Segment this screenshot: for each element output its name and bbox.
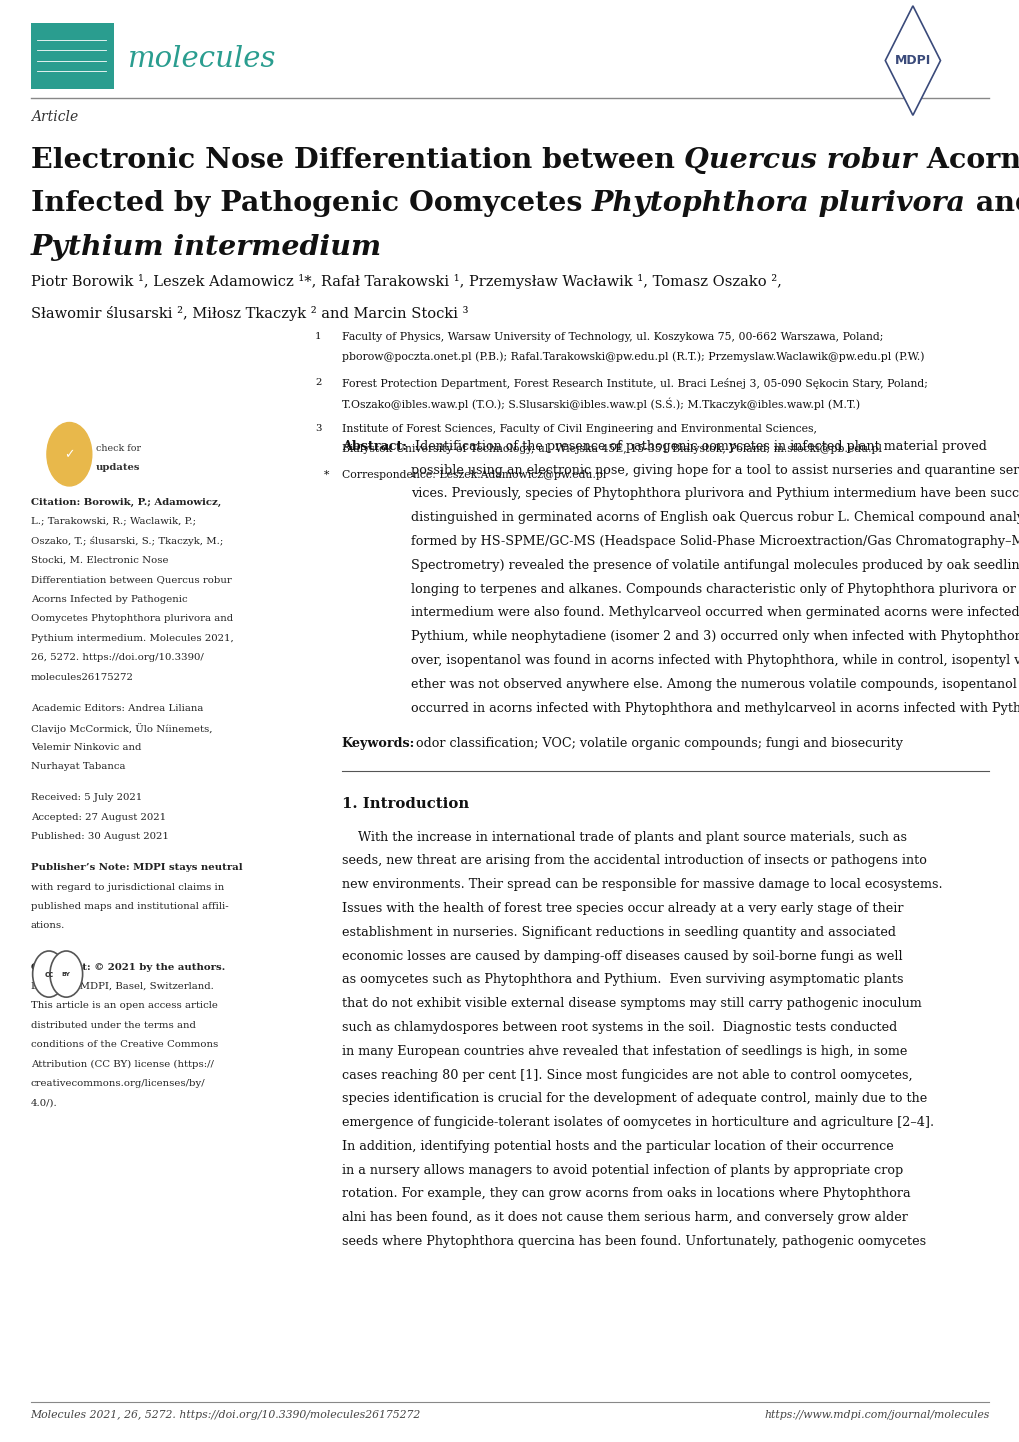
Text: *: * — [324, 470, 329, 480]
Text: Issues with the health of forest tree species occur already at a very early stag: Issues with the health of forest tree sp… — [341, 901, 902, 916]
Text: molecules26175272: molecules26175272 — [31, 672, 133, 682]
Text: Correspondence: Leszek.Adamowicz@pw.edu.pl: Correspondence: Leszek.Adamowicz@pw.edu.… — [341, 470, 605, 480]
Text: ✓: ✓ — [64, 447, 74, 461]
Text: intermedium were also found. Methylcarveol occurred when germinated acorns were : intermedium were also found. Methylcarve… — [411, 606, 1019, 620]
Text: Keywords:: Keywords: — [341, 737, 415, 750]
Text: pborow@poczta.onet.pl (P.B.); Rafal.Tarakowski@pw.edu.pl (R.T.); Przemyslaw.Wacl: pborow@poczta.onet.pl (P.B.); Rafal.Tara… — [341, 352, 923, 362]
Text: seeds where Phytophthora quercina has been found. Unfortunately, pathogenic oomy: seeds where Phytophthora quercina has be… — [341, 1234, 925, 1249]
Text: Accepted: 27 August 2021: Accepted: 27 August 2021 — [31, 812, 165, 822]
Text: Publisher’s Note: MDPI stays neutral: Publisher’s Note: MDPI stays neutral — [31, 862, 242, 872]
Text: 3: 3 — [315, 424, 321, 433]
Text: Article: Article — [31, 110, 77, 124]
Text: odor classification; VOC; volatile organic compounds; fungi and biosecurity: odor classification; VOC; volatile organ… — [416, 737, 902, 750]
Text: with regard to jurisdictional claims in: with regard to jurisdictional claims in — [31, 883, 223, 891]
Text: Phytophthora plurivora: Phytophthora plurivora — [591, 190, 965, 218]
Text: 1. Introduction: 1. Introduction — [341, 797, 469, 812]
Text: Stocki, M. Electronic Nose: Stocki, M. Electronic Nose — [31, 555, 168, 565]
Text: that do not exhibit visible external disease symptoms may still carry pathogenic: that do not exhibit visible external dis… — [341, 996, 920, 1011]
Text: Infected by Pathogenic Oomycetes: Infected by Pathogenic Oomycetes — [31, 190, 591, 218]
Text: Pythium, while neophytadiene (isomer 2 and 3) occurred only when infected with P: Pythium, while neophytadiene (isomer 2 a… — [411, 630, 1019, 643]
Text: Faculty of Physics, Warsaw University of Technology, ul. Koszykowa 75, 00-662 Wa: Faculty of Physics, Warsaw University of… — [341, 332, 882, 342]
Text: 26, 5272. https://doi.org/10.3390/: 26, 5272. https://doi.org/10.3390/ — [31, 653, 203, 662]
Polygon shape — [884, 6, 940, 115]
Circle shape — [33, 950, 65, 996]
Text: Attribution (CC BY) license (https://: Attribution (CC BY) license (https:// — [31, 1060, 213, 1069]
Text: 4.0/).: 4.0/). — [31, 1099, 57, 1107]
Text: and: and — [965, 190, 1019, 218]
Text: https://www.mdpi.com/journal/molecules: https://www.mdpi.com/journal/molecules — [763, 1410, 988, 1420]
Text: species identification is crucial for the development of adequate control, mainl: species identification is crucial for th… — [341, 1092, 926, 1106]
Text: Licensee MDPI, Basel, Switzerland.: Licensee MDPI, Basel, Switzerland. — [31, 982, 213, 991]
Text: alni has been found, as it does not cause them serious harm, and conversely grow: alni has been found, as it does not caus… — [341, 1211, 907, 1224]
Text: rotation. For example, they can grow acorns from oaks in locations where Phytoph: rotation. For example, they can grow aco… — [341, 1187, 909, 1201]
FancyBboxPatch shape — [31, 23, 114, 89]
Text: in many European countries ahve revealed that infestation of seedlings is high, : in many European countries ahve revealed… — [341, 1044, 906, 1058]
Text: ations.: ations. — [31, 921, 65, 930]
Text: molecules: molecules — [127, 45, 276, 74]
Text: over, isopentanol was found in acorns infected with Phytophthora, while in contr: over, isopentanol was found in acorns in… — [411, 653, 1019, 668]
Text: Velemir Ninkovic and: Velemir Ninkovic and — [31, 743, 141, 751]
Text: emergence of fungicide-tolerant isolates of oomycetes in horticulture and agricu: emergence of fungicide-tolerant isolates… — [341, 1116, 933, 1129]
Text: Published: 30 August 2021: Published: 30 August 2021 — [31, 832, 168, 841]
Text: Bialystok University of Technology, ul. Wiejska 45E, 15-351 Bialystok, Poland; m: Bialystok University of Technology, ul. … — [341, 444, 880, 454]
Text: Piotr Borowik ¹, Leszek Adamowicz ¹*, Rafał Tarakowski ¹, Przemysław Wacławik ¹,: Piotr Borowik ¹, Leszek Adamowicz ¹*, Ra… — [31, 274, 781, 288]
Text: Oszako, T.; ślusarski, S.; Tkaczyk, M.;: Oszako, T.; ślusarski, S.; Tkaczyk, M.; — [31, 536, 223, 547]
Text: With the increase in international trade of plants and plant source materials, s: With the increase in international trade… — [341, 831, 906, 844]
Circle shape — [47, 423, 92, 486]
Text: Pythium intermedium. Molecules 2021,: Pythium intermedium. Molecules 2021, — [31, 633, 233, 643]
Text: Spectrometry) revealed the presence of volatile antifungal molecules produced by: Spectrometry) revealed the presence of v… — [411, 558, 1019, 572]
Text: as oomycetes such as Phytophthora and Pythium.  Even surviving asymptomatic plan: as oomycetes such as Phytophthora and Py… — [341, 973, 902, 986]
Text: Academic Editors: Andrea Liliana: Academic Editors: Andrea Liliana — [31, 704, 203, 712]
Text: This article is an open access article: This article is an open access article — [31, 1001, 217, 1011]
Text: new environments. Their spread can be responsible for massive damage to local ec: new environments. Their spread can be re… — [341, 878, 942, 891]
Text: conditions of the Creative Commons: conditions of the Creative Commons — [31, 1040, 218, 1050]
Text: Quercus robur: Quercus robur — [684, 147, 916, 174]
Text: Pythium intermedium: Pythium intermedium — [31, 234, 381, 261]
Text: in a nursery allows managers to avoid potential infection of plants by appropria: in a nursery allows managers to avoid po… — [341, 1164, 902, 1177]
Text: Electronic Nose Differentiation between: Electronic Nose Differentiation between — [31, 147, 684, 174]
Text: Differentiation between Quercus robur: Differentiation between Quercus robur — [31, 575, 231, 584]
Text: Citation: Borowik, P.; Adamowicz,: Citation: Borowik, P.; Adamowicz, — [31, 497, 221, 506]
Text: economic losses are caused by damping-off diseases caused by soil-borne fungi as: economic losses are caused by damping-of… — [341, 949, 902, 963]
Text: Received: 5 July 2021: Received: 5 July 2021 — [31, 793, 142, 802]
Text: distinguished in germinated acorns of English oak Quercus robur L. Chemical comp: distinguished in germinated acorns of En… — [411, 510, 1019, 525]
Text: T.Oszako@ibles.waw.pl (T.O.); S.Slusarski@ibles.waw.pl (S.Ś.); M.Tkaczyk@ibles.w: T.Oszako@ibles.waw.pl (T.O.); S.Slusarsk… — [341, 398, 859, 411]
Text: Forest Protection Department, Forest Research Institute, ul. Braci Leśnej 3, 05-: Forest Protection Department, Forest Res… — [341, 378, 926, 389]
Text: creativecommons.org/licenses/by/: creativecommons.org/licenses/by/ — [31, 1079, 205, 1089]
Text: Abstract:: Abstract: — [341, 440, 407, 453]
Text: Copyright: © 2021 by the authors.: Copyright: © 2021 by the authors. — [31, 962, 224, 972]
Text: distributed under the terms and: distributed under the terms and — [31, 1021, 196, 1030]
Text: BY: BY — [62, 972, 70, 976]
Text: MDPI: MDPI — [894, 53, 930, 68]
Text: ether was not observed anywhere else. Among the numerous volatile compounds, iso: ether was not observed anywhere else. Am… — [411, 678, 1019, 691]
Text: Clavijo McCormick, Ülo Níinemets,: Clavijo McCormick, Ülo Níinemets, — [31, 722, 212, 734]
Text: updates: updates — [96, 463, 141, 472]
Text: seeds, new threat are arising from the accidental introduction of insects or pat: seeds, new threat are arising from the a… — [341, 854, 925, 868]
Text: Acorns: Acorns — [916, 147, 1019, 174]
Text: L.; Tarakowski, R.; Waclawik, P.;: L.; Tarakowski, R.; Waclawik, P.; — [31, 516, 196, 526]
Text: formed by HS-SPME/GC-MS (Headspace Solid-Phase Microextraction/Gas Chromatograph: formed by HS-SPME/GC-MS (Headspace Solid… — [411, 535, 1019, 548]
Circle shape — [50, 950, 83, 996]
Text: Oomycetes Phytophthora plurivora and: Oomycetes Phytophthora plurivora and — [31, 614, 232, 623]
Text: establishment in nurseries. Significant reductions in seedling quantity and asso: establishment in nurseries. Significant … — [341, 926, 895, 939]
Text: Acorns Infected by Pathogenic: Acorns Infected by Pathogenic — [31, 594, 187, 604]
Text: such as chlamydospores between root systems in the soil.  Diagnostic tests condu: such as chlamydospores between root syst… — [341, 1021, 896, 1034]
Text: Institute of Forest Sciences, Faculty of Civil Engineering and Environmental Sci: Institute of Forest Sciences, Faculty of… — [341, 424, 816, 434]
Text: vices. Previously, species of Phytophthora plurivora and Pythium intermedium hav: vices. Previously, species of Phytophtho… — [411, 487, 1019, 500]
Text: In addition, identifying potential hosts and the particular location of their oc: In addition, identifying potential hosts… — [341, 1139, 893, 1154]
Text: possible using an electronic nose, giving hope for a tool to assist nurseries an: possible using an electronic nose, givin… — [411, 464, 1019, 477]
Text: 1: 1 — [315, 332, 321, 340]
Text: cases reaching 80 per cent [1]. Since most fungicides are not able to control oo: cases reaching 80 per cent [1]. Since mo… — [341, 1069, 911, 1082]
Text: Identification of the presence of pathogenic oomycetes in infected plant materia: Identification of the presence of pathog… — [411, 440, 986, 453]
Text: longing to terpenes and alkanes. Compounds characteristic only of Phytophthora p: longing to terpenes and alkanes. Compoun… — [411, 583, 1019, 596]
Text: Molecules 2021, 26, 5272. https://doi.org/10.3390/molecules26175272: Molecules 2021, 26, 5272. https://doi.or… — [31, 1410, 421, 1420]
Text: check for: check for — [96, 444, 141, 453]
Text: cc: cc — [44, 969, 54, 979]
Text: 2: 2 — [315, 378, 321, 386]
Text: published maps and institutional affili-: published maps and institutional affili- — [31, 901, 228, 911]
Text: Sławomir ślusarski ², Miłosz Tkaczyk ² and Marcin Stocki ³: Sławomir ślusarski ², Miłosz Tkaczyk ² a… — [31, 306, 468, 320]
Text: occurred in acorns infected with Phytophthora and methylcarveol in acorns infect: occurred in acorns infected with Phytoph… — [411, 701, 1019, 715]
Text: Nurhayat Tabanca: Nurhayat Tabanca — [31, 761, 125, 771]
